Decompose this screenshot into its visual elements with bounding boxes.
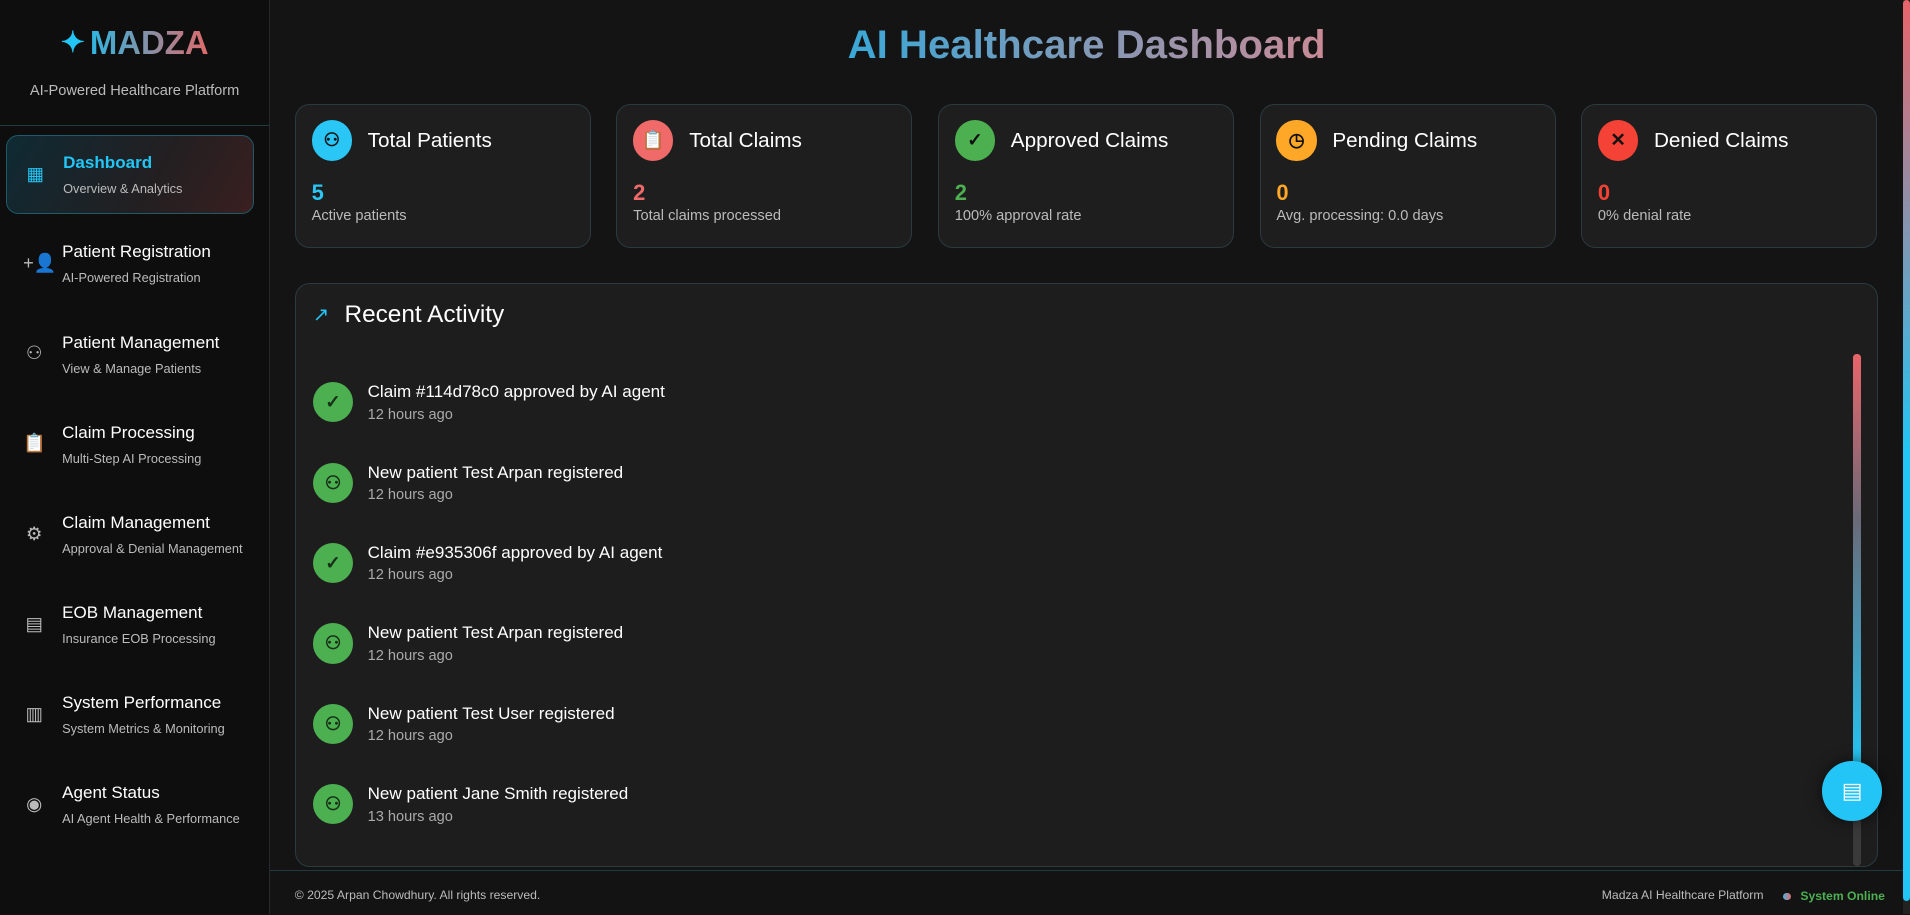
card-label: Pending Claims: [1332, 128, 1478, 152]
nav-label: System Performance: [62, 693, 222, 713]
dashboard-icon: ▦: [26, 163, 44, 184]
chat-icon: ▤: [1841, 778, 1863, 804]
stat-card-denied-claims: ✕ Denied Claims 0 0% denial rate: [1581, 103, 1878, 249]
nav-label: Patient Management: [62, 332, 220, 352]
activity-time: 12 hours ago: [367, 567, 453, 584]
main: AI Healthcare Dashboard ⚇ Total Patients 5…: [270, 0, 1903, 915]
logo: ✦ MADZA: [0, 24, 269, 62]
people-icon: ⚇: [312, 623, 353, 664]
clipboard-icon: 📋: [633, 120, 674, 161]
nav-label: Claim Processing: [62, 422, 195, 442]
nav-label: Claim Management: [62, 512, 210, 532]
sidebar-item-claim-processing[interactable]: 📋 Claim Processing Multi-Step AI Processin…: [6, 406, 252, 483]
card-value: 5: [311, 180, 324, 206]
nav-label: Agent Status: [62, 783, 160, 803]
recent-activity-panel: ↗ Recent Activity ✓ Claim #114d78c0 appro…: [294, 282, 1879, 868]
card-label: Total Claims: [689, 128, 802, 152]
activity-time: 12 hours ago: [367, 487, 453, 503]
activity-time: 12 hours ago: [367, 728, 453, 745]
divider: [0, 125, 270, 127]
activity-text: Claim #114d78c0 approved by AI agent: [367, 382, 665, 402]
check-circle-icon: ✓: [312, 382, 353, 423]
copyright: © 2025 Arpan Chowdhury. All rights reser…: [294, 887, 541, 902]
sidebar-item-dashboard[interactable]: ▦ Dashboard Overview & Analytics: [6, 135, 255, 214]
stat-card-total-claims: 📋 Total Claims 2 Total claims processed: [616, 103, 913, 249]
stat-card-approved-claims: ✓ Approved Claims 2 100% approval rate: [937, 103, 1234, 249]
activity-text: New patient Test Arpan registered: [367, 462, 624, 482]
user-gear-icon: ⚙: [25, 522, 43, 544]
nav-sublabel: Approval & Denial Management: [62, 540, 243, 556]
nav-sublabel: AI Agent Health & Performance: [62, 811, 240, 827]
activity-text: New patient Test Arpan registered: [367, 623, 624, 643]
check-circle-icon: ✓: [954, 120, 995, 161]
clipboard-icon: 📋: [23, 432, 46, 454]
card-value: 2: [954, 180, 967, 206]
page-title: AI Healthcare Dashboard: [847, 21, 1326, 67]
card-subtext: 100% approval rate: [954, 208, 1082, 225]
card-label: Total Patients: [367, 128, 492, 152]
check-circle-icon: ✓: [312, 543, 353, 584]
activity-time: 12 hours ago: [367, 647, 453, 664]
sidebar: ✦ MADZA AI-Powered Healthcare Platform ▦ D…: [0, 0, 271, 914]
recent-activity-title: Recent Activity: [344, 300, 505, 328]
platform-name: Madza AI Healthcare Platform: [1601, 887, 1764, 902]
people-icon: ⚇: [312, 703, 353, 745]
brand-tagline: AI-Powered Healthcare Platform: [29, 82, 240, 99]
system-status: System Online: [1800, 888, 1885, 903]
people-icon: ⚇: [312, 462, 353, 503]
people-icon: ⚇: [312, 784, 353, 825]
nav-label: Dashboard: [63, 153, 153, 173]
nav-sublabel: Insurance EOB Processing: [62, 630, 216, 646]
sidebar-item-system-performance[interactable]: ▥ System Performance System Metrics & Moni…: [6, 676, 252, 753]
status-dot-icon: [1783, 892, 1791, 900]
nav-sublabel: System Metrics & Monitoring: [62, 721, 225, 737]
brand-name: MADZA: [89, 24, 209, 62]
chart-icon: ▥: [25, 702, 43, 724]
card-label: Denied Claims: [1653, 128, 1789, 152]
person-add-icon: +👤: [23, 252, 57, 274]
stat-card-pending-claims: ◷ Pending Claims 0 Avg. processing: 0.0 day…: [1259, 103, 1556, 249]
cancel-icon: ✕: [1597, 120, 1639, 161]
nav-sublabel: Multi-Step AI Processing: [62, 450, 202, 466]
activity-text: New patient Test User registered: [367, 703, 615, 723]
card-subtext: 0% denial rate: [1597, 208, 1692, 225]
sidebar-item-claim-management[interactable]: ⚙ Claim Management Approval & Denial Manag…: [6, 496, 252, 573]
people-icon: ⚇: [25, 342, 43, 364]
sidebar-item-agent-status[interactable]: ◉ Agent Status AI Agent Health & Performan…: [6, 766, 252, 843]
sidebar-item-eob-management[interactable]: ▤ EOB Management Insurance EOB Processing: [6, 586, 252, 663]
page-scrollbar[interactable]: [1902, 0, 1910, 914]
card-value: 2: [633, 180, 646, 206]
card-value: 0: [1276, 180, 1289, 206]
activity-scrollbar[interactable]: [1852, 354, 1862, 866]
nav-sublabel: AI-Powered Registration: [62, 270, 201, 286]
card-value: 0: [1597, 180, 1611, 206]
document-icon: ▤: [25, 612, 43, 634]
trending-up-icon: ↗: [312, 304, 330, 327]
nav-sublabel: Overview & Analytics: [63, 181, 183, 197]
sidebar-item-patient-management[interactable]: ⚇ Patient Management View & Manage Patient…: [6, 315, 252, 392]
brain-icon: ◉: [26, 792, 43, 814]
stat-card-total-patients: ⚇ Total Patients 5 Active patients: [294, 103, 591, 249]
footer: © 2025 Arpan Chowdhury. All rights reser…: [270, 869, 1903, 915]
clock-icon: ◷: [1276, 120, 1317, 161]
activity-time: 12 hours ago: [367, 406, 453, 423]
card-subtext: Total claims processed: [633, 208, 781, 225]
sparkle-icon: ✦: [60, 26, 86, 59]
nav-label: EOB Management: [62, 602, 203, 622]
activity-text: New patient Jane Smith registered: [367, 784, 629, 804]
nav-sublabel: View & Manage Patients: [62, 360, 202, 376]
activity-text: Claim #e935306f approved by AI agent: [367, 543, 663, 563]
card-label: Approved Claims: [1010, 128, 1169, 152]
sidebar-item-patient-registration[interactable]: +👤 Patient Registration AI-Powered Registr…: [6, 225, 252, 302]
people-icon: ⚇: [311, 120, 352, 161]
activity-time: 13 hours ago: [367, 808, 453, 825]
chat-button[interactable]: ▤: [1822, 761, 1882, 821]
card-subtext: Avg. processing: 0.0 days: [1276, 208, 1444, 225]
nav-label: Patient Registration: [62, 242, 211, 262]
card-subtext: Active patients: [311, 208, 407, 225]
